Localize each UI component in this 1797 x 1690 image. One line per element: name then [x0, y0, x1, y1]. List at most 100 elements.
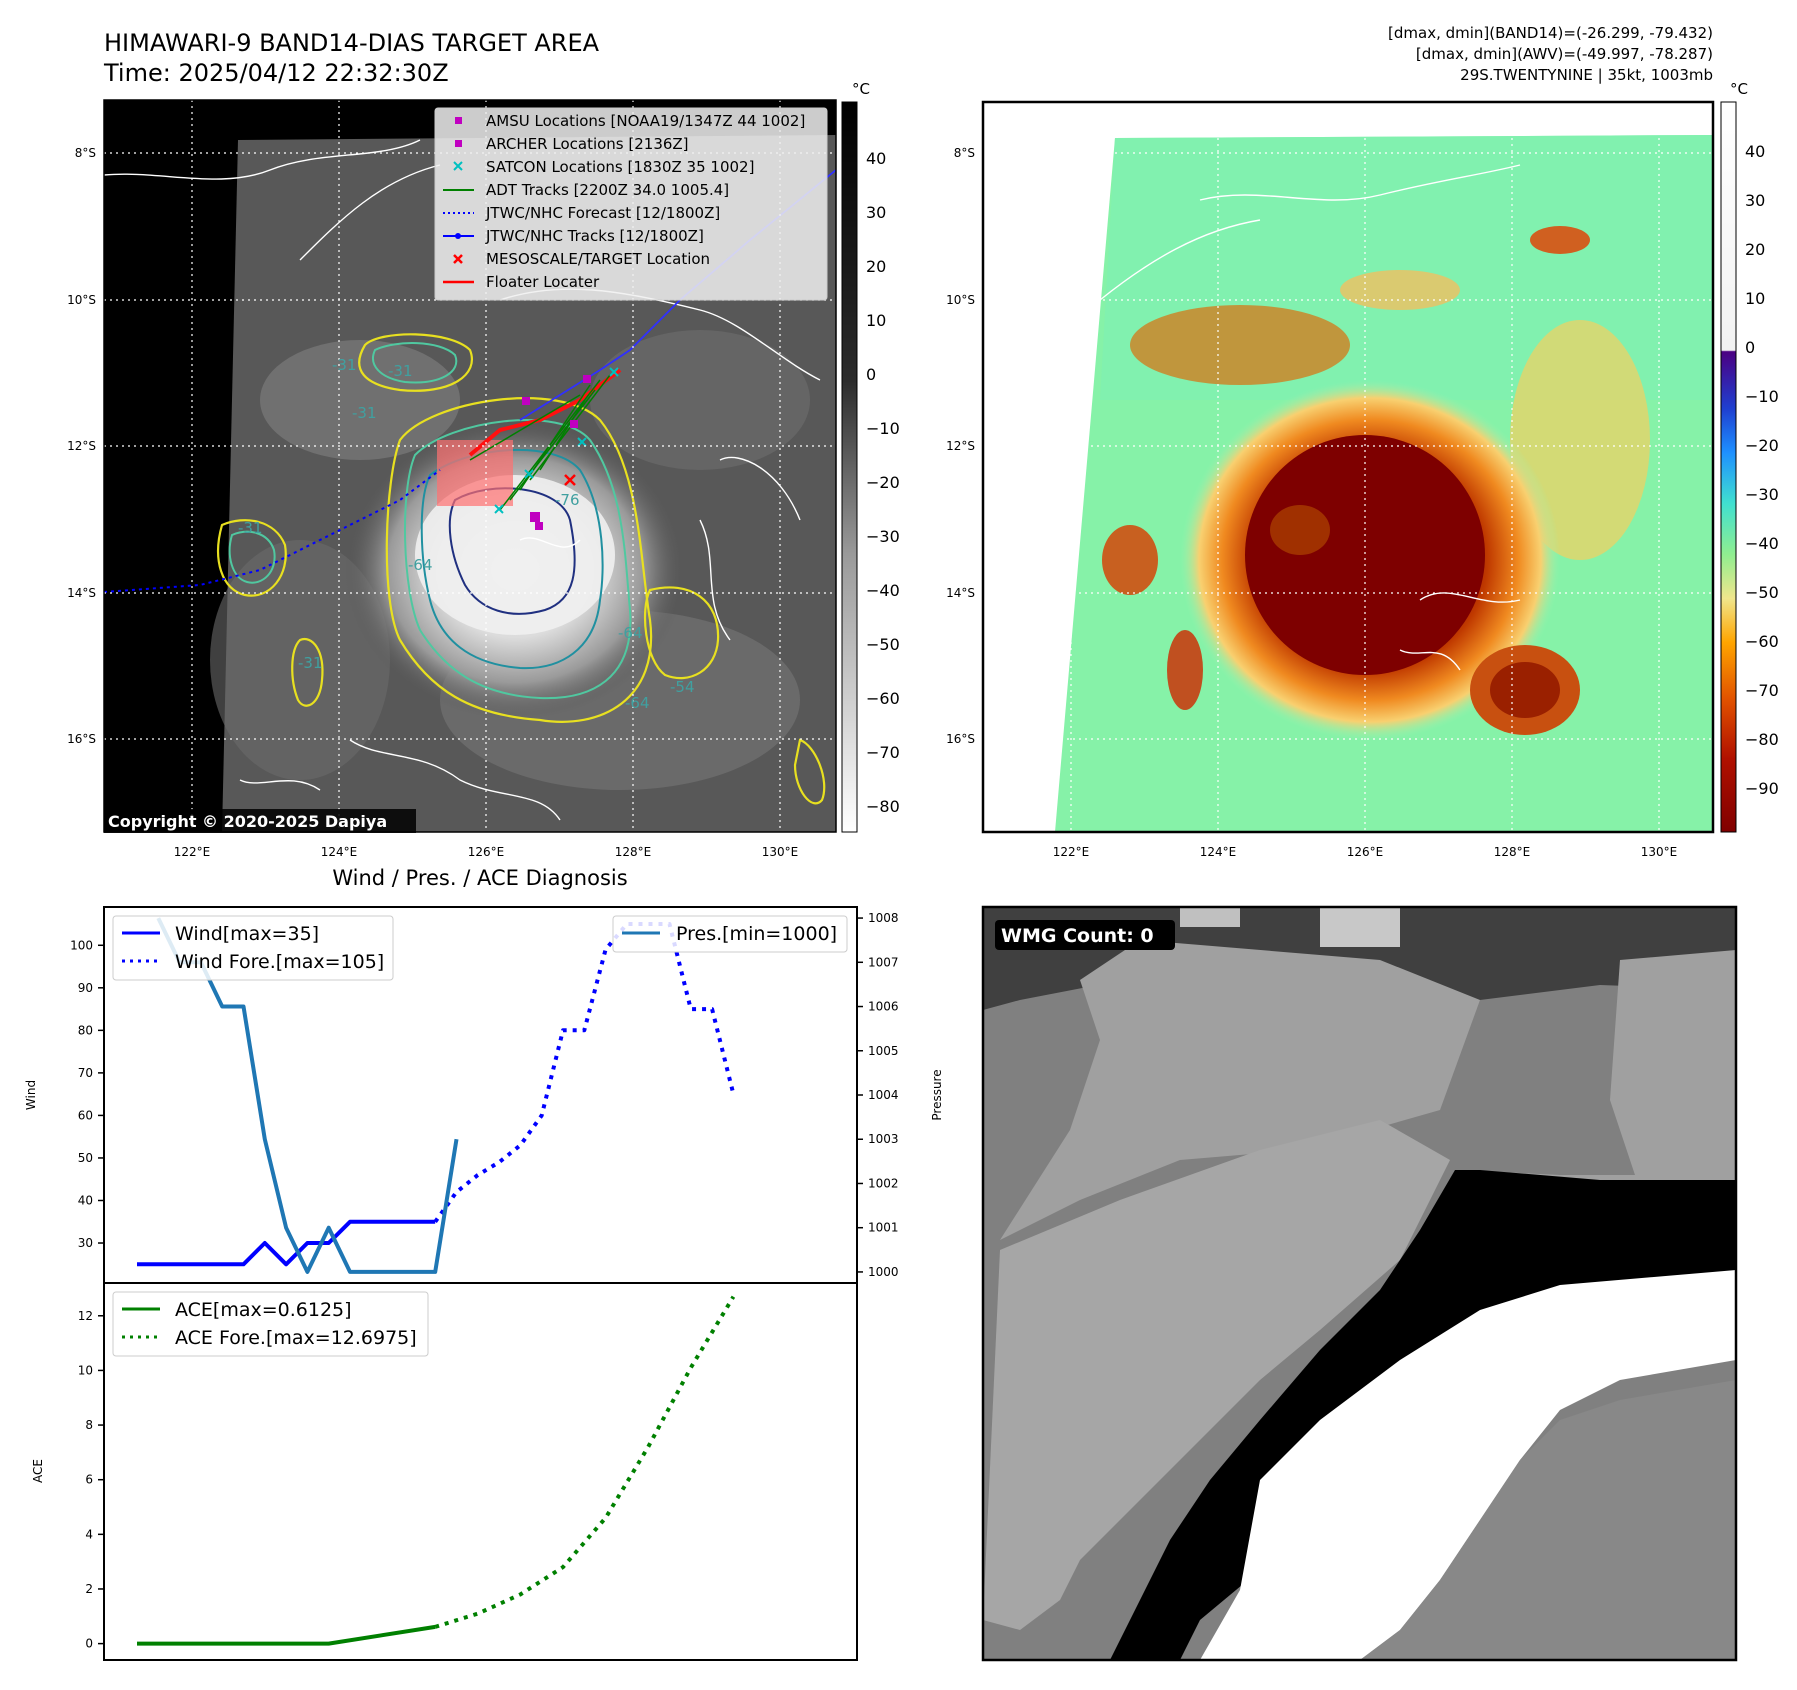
- svg-text:122°E: 122°E: [1053, 845, 1090, 859]
- awv-coastlines: [1099, 164, 1521, 671]
- svg-text:126°E: 126°E: [1347, 845, 1384, 859]
- svg-text:−30: −30: [866, 527, 900, 546]
- svg-text:122°E: 122°E: [174, 845, 211, 859]
- svg-text:14°S: 14°S: [67, 586, 96, 600]
- ace-legend: ACE[max=0.6125] ACE Fore.[max=12.6975]: [112, 1291, 429, 1357]
- svg-text:−40: −40: [1745, 534, 1779, 553]
- awv-colorbar: °C 40 30 20 10 0 −10 −20 −30 −40 −50 −60…: [1720, 80, 1779, 833]
- pressure-ytick-label: 1004: [868, 1088, 899, 1102]
- series-line-0: [137, 1219, 436, 1267]
- svg-text:40: 40: [1745, 142, 1765, 161]
- contour-labels: -31 -31 -31 -31 -31 -64 -64 -64 -76 -54: [238, 356, 695, 712]
- ir-lon-ticks: 122°E 124°E 126°E 128°E 130°E: [174, 845, 799, 859]
- wmg-white-band: [1200, 1270, 1736, 1660]
- ace-chart: 12 10 8 6 4 2 0 ACE ACE[max=0.6125] ACE Fore.[…: [31, 1282, 858, 1661]
- legend-pressure: Pres.[min=1000]: [676, 923, 837, 945]
- pressure-legend: Pres.[min=1000]: [612, 915, 848, 953]
- info-band14: [dmax, dmin](BAND14)=(-26.299, -79.432): [1388, 24, 1713, 42]
- svg-text:30: 30: [866, 203, 886, 222]
- svg-text:10°S: 10°S: [67, 293, 96, 307]
- ir-colorbar: °C 40 30 20 10 0 −10 −20 −30 −40 −50 −60…: [841, 80, 900, 833]
- svg-text:12°S: 12°S: [67, 439, 96, 453]
- legend-ace-fore: ACE Fore.[max=12.6975]: [175, 1327, 417, 1349]
- svg-text:-64: -64: [408, 556, 433, 574]
- ace-series-line-1: [434, 1295, 736, 1629]
- figure-time: Time: 2025/04/12 22:32:30Z: [103, 59, 449, 87]
- pressure-ylabel: Pressure: [930, 1069, 944, 1120]
- wind-ytick-label: 30: [78, 1236, 93, 1250]
- figure-title: HIMAWARI-9 BAND14-DIAS TARGET AREA: [104, 29, 600, 57]
- svg-text:-64: -64: [618, 624, 643, 642]
- ace-ytick-label: 8: [85, 1418, 93, 1432]
- info-awv: [dmax, dmin](AWV)=(-49.997, -78.287): [1416, 45, 1713, 63]
- wind-ytick-label: 80: [78, 1023, 93, 1037]
- svg-text:30: 30: [1745, 191, 1765, 210]
- svg-text:°C: °C: [1730, 80, 1748, 98]
- wmg-badge: [995, 920, 1175, 950]
- chart-title: Wind / Pres. / ACE Diagnosis: [332, 866, 627, 890]
- svg-text:−10: −10: [866, 419, 900, 438]
- pressure-y-ticks: 1008 1007 1006 1005 1004 1003 1002 1001 1000: [857, 911, 899, 1279]
- svg-text:10: 10: [1745, 289, 1765, 308]
- svg-text:−50: −50: [866, 635, 900, 654]
- svg-text:40: 40: [866, 149, 886, 168]
- svg-text:-31: -31: [388, 362, 413, 380]
- wind-pressure-chart: Wind / Pres. / ACE Diagnosis 100 90 80 70 60…: [24, 866, 944, 1284]
- svg-text:-54: -54: [670, 678, 695, 696]
- svg-text:-76: -76: [555, 491, 580, 509]
- legend-amsu: AMSU Locations [NOAA19/1347Z 44 1002]: [486, 112, 805, 130]
- legend-wind: Wind[max=35]: [175, 923, 319, 945]
- legend-floater: Floater Locater: [486, 273, 600, 291]
- pressure-ytick-label: 1005: [868, 1044, 899, 1058]
- svg-text:−80: −80: [866, 797, 900, 816]
- contour-teal: [420, 448, 604, 670]
- ir-panel: -31 -31 -31 -31 -31 -64 -64 -64 -76 -54 …: [67, 99, 837, 859]
- legend-wind-fore: Wind Fore.[max=105]: [175, 951, 384, 973]
- wind-ylabel: Wind: [24, 1080, 38, 1110]
- svg-text:−60: −60: [866, 689, 900, 708]
- svg-text:−50: −50: [1745, 583, 1779, 602]
- svg-text:−40: −40: [866, 581, 900, 600]
- svg-text:124°E: 124°E: [321, 845, 358, 859]
- svg-text:-31: -31: [238, 519, 263, 537]
- legend-satcon: SATCON Locations [1830Z 35 1002]: [486, 158, 754, 176]
- ace-ytick-label: 0: [85, 1637, 93, 1651]
- svg-text:−30: −30: [1745, 485, 1779, 504]
- svg-text:12°S: 12°S: [946, 439, 975, 453]
- amsu-archer-markers: [522, 375, 591, 530]
- svg-text:0: 0: [1745, 338, 1755, 357]
- contour-navy: [448, 487, 576, 615]
- svg-text:−80: −80: [1745, 730, 1779, 749]
- svg-text:−90: −90: [1745, 779, 1779, 798]
- ace-ytick-label: 4: [85, 1527, 93, 1541]
- svg-text:°C: °C: [852, 80, 870, 98]
- pressure-ytick-label: 1001: [868, 1221, 899, 1235]
- ir-legend: AMSU Locations [NOAA19/1347Z 44 1002] AR…: [434, 107, 828, 301]
- legend-target-icon: [453, 254, 463, 264]
- ir-lat-ticks: 8°S 10°S 12°S 14°S 16°S: [67, 146, 96, 746]
- legend-archer-icon: [455, 140, 462, 147]
- wind-ytick-label: 40: [78, 1193, 93, 1207]
- pressure-ytick-label: 1003: [868, 1132, 899, 1146]
- wind-ytick-label: 50: [78, 1151, 93, 1165]
- wind-legend: Wind[max=35] Wind Fore.[max=105]: [112, 915, 394, 981]
- legend-adt: ADT Tracks [2200Z 34.0 1005.4]: [486, 181, 729, 199]
- legend-target: MESOSCALE/TARGET Location: [486, 250, 710, 268]
- svg-text:−10: −10: [1745, 387, 1779, 406]
- legend-archer: ARCHER Locations [2136Z]: [486, 135, 689, 153]
- legend-ace: ACE[max=0.6125]: [175, 1299, 352, 1321]
- awv-panel: 122°E 124°E 126°E 128°E 130°E 8°S 10°S 1…: [946, 100, 1715, 859]
- svg-text:−20: −20: [1745, 436, 1779, 455]
- awv-lon-ticks: 122°E 124°E 126°E 128°E 130°E: [1053, 845, 1678, 859]
- wind-ytick-label: 100: [70, 938, 93, 952]
- copyright-bg: [104, 809, 416, 833]
- svg-text:10: 10: [866, 311, 886, 330]
- svg-text:124°E: 124°E: [1200, 845, 1237, 859]
- svg-text:−70: −70: [1745, 681, 1779, 700]
- awv-lat-ticks: 8°S 10°S 12°S 14°S 16°S: [946, 146, 975, 746]
- svg-text:-31: -31: [332, 356, 357, 374]
- ace-ytick-label: 12: [78, 1309, 93, 1323]
- svg-text:-31: -31: [352, 404, 377, 422]
- ace-y-ticks: 12 10 8 6 4 2 0: [78, 1309, 104, 1651]
